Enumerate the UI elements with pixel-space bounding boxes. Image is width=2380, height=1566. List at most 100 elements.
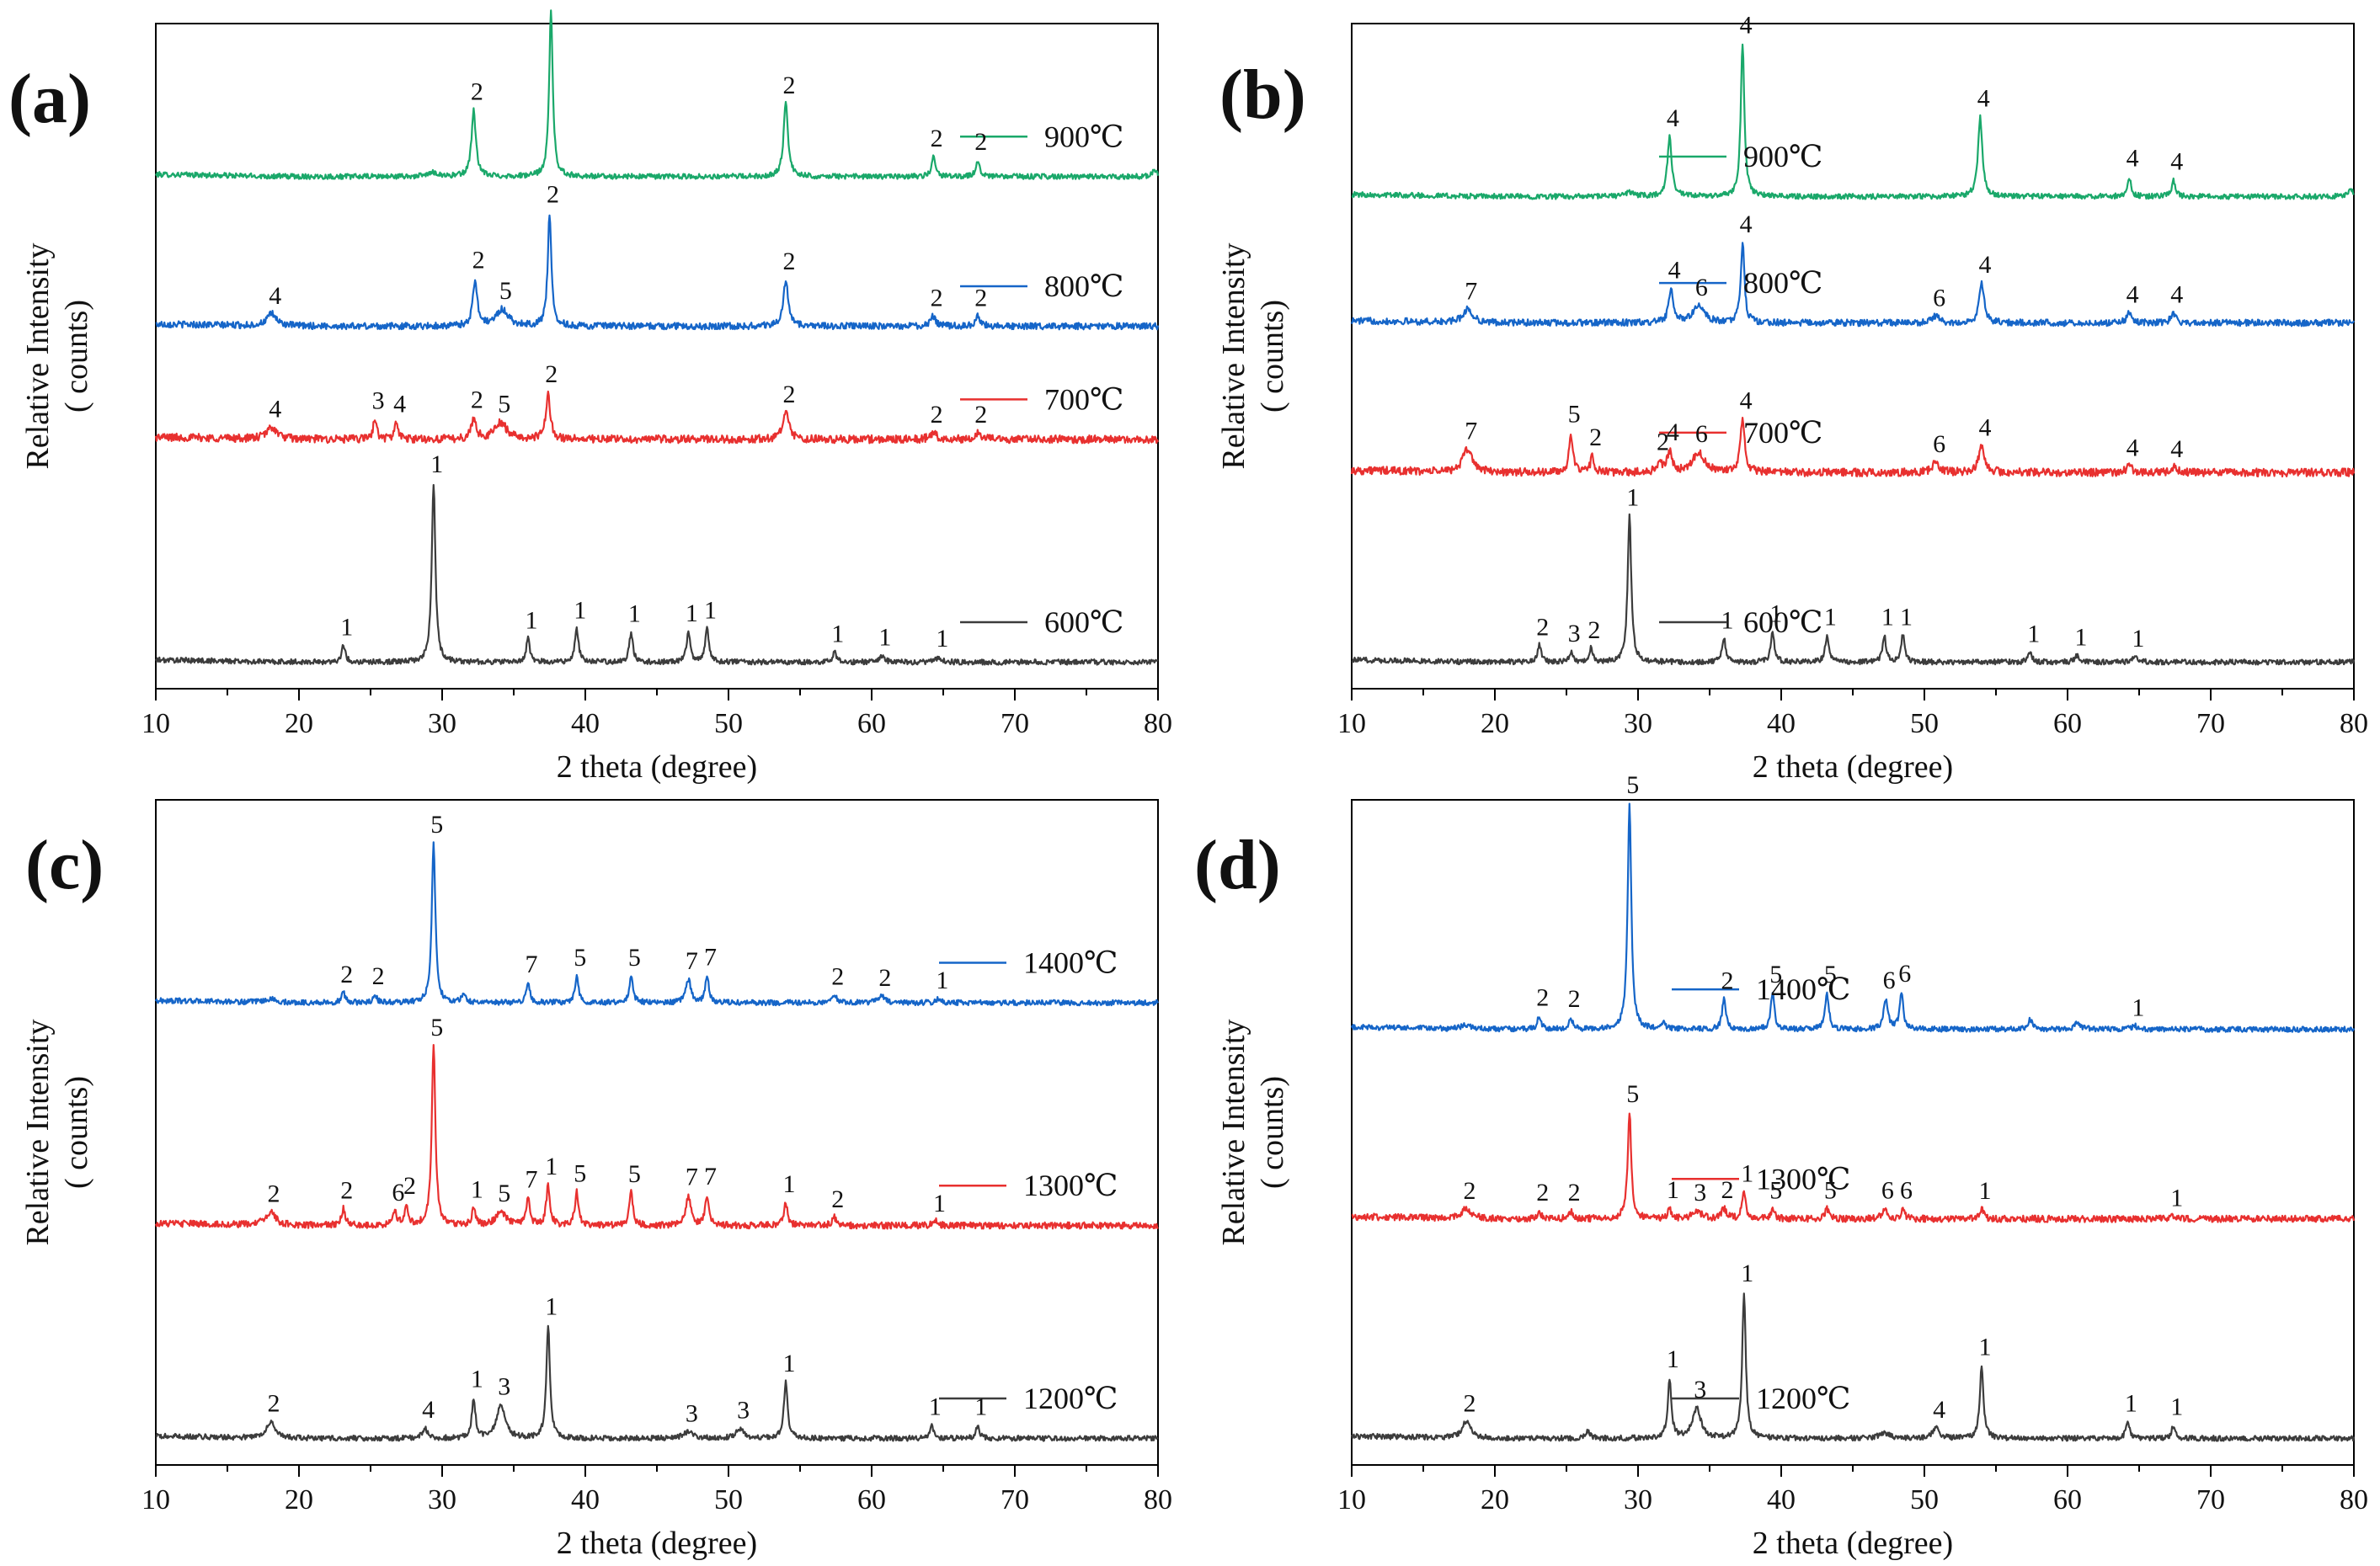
peak-label: 2 [1721,967,1734,995]
x-tick-label: 70 [1001,1484,1029,1515]
peak-label: 5 [1626,771,1639,799]
peak-label: 5 [1769,1177,1782,1205]
y-axis-subtitle: ( counts) [59,300,94,413]
y-axis-title: Relative Intensity [1216,1019,1251,1245]
legend-label: 1200℃ [1756,1382,1850,1415]
x-tick-label: 30 [428,708,456,739]
peak-label: 7 [526,1166,538,1194]
x-tick-label: 30 [428,1484,456,1515]
x-axis-title: 2 theta (degree) [557,1526,757,1561]
peak-label: 1 [1979,1177,1992,1205]
peak-label: 1 [1667,1176,1679,1204]
peak-label: 2 [931,401,943,429]
series-line [155,9,1160,180]
legend-label: 1300℃ [1756,1162,1850,1196]
peak-label: 3 [372,387,385,415]
legend-label: 600℃ [1044,605,1123,639]
panel-letter: (c) [25,826,104,904]
peak-label: 6 [392,1179,404,1206]
peak-label: 5 [1824,961,1837,988]
peak-label: 1 [2125,1390,2137,1418]
peak-label: 1 [2027,620,2040,647]
peak-label: 5 [628,1160,641,1188]
series-line [155,214,1160,331]
series-line [154,1044,1159,1230]
peak-label: 2 [548,0,561,6]
peak-label: 4 [2127,434,2139,461]
legend-label: 1400℃ [1023,946,1118,980]
peak-label: 1 [1900,603,1913,631]
peak-label: 2 [1657,429,1669,456]
x-tick-label: 80 [1144,708,1172,739]
peak-label: 2 [783,248,796,275]
series-line [1351,1112,2356,1223]
peak-label: 6 [1881,1177,1894,1205]
x-tick-label: 10 [1337,1484,1366,1515]
series-line [1350,802,2356,1033]
peak-label: 4 [1740,210,1753,238]
y-axis-subtitle: ( counts) [1255,300,1290,413]
peak-label: 2 [878,964,891,992]
legend-label: 1200℃ [1023,1382,1118,1415]
peak-label: 7 [1465,418,1477,445]
peak-label: 1 [783,1170,796,1198]
peak-label: 1 [1979,1333,1992,1361]
x-tick-label: 20 [285,708,313,739]
series-line [1351,43,2355,200]
peak-label: 5 [499,277,512,305]
peak-label: 2 [1536,983,1549,1011]
peak-label: 2 [340,1177,353,1205]
peak-label: 2 [1721,1176,1734,1204]
peak-label: 1 [545,1153,558,1180]
x-tick-label: 10 [141,708,170,739]
peak-label: 2 [268,1390,280,1418]
peak-label: 4 [1740,386,1753,414]
peak-label: 1 [2132,994,2144,1022]
peak-label: 5 [574,1160,586,1188]
peak-label: 1 [574,597,586,625]
peak-label: 4 [2170,281,2183,309]
series-line [155,483,1159,666]
series-line [1351,513,2356,666]
panel-c: 10 20 30 40 50 60 70 80 2 theta (degree) Relative… [20,799,1172,1561]
peak-label: 4 [1668,257,1681,285]
peak-label: 2 [547,181,559,209]
peak-label: 3 [1568,620,1581,647]
peak-label: 2 [1536,1179,1549,1206]
panel-letter: (a) [8,60,91,138]
x-tick-label: 40 [1767,1484,1796,1515]
peak-label: 2 [1464,1390,1476,1418]
x-tick-label: 50 [1910,1484,1939,1515]
series-line [155,1324,1159,1442]
peak-label: 4 [269,282,281,310]
peak-label: 6 [1898,960,1911,988]
peak-label: 4 [393,391,406,418]
peak-label: 1 [831,620,844,647]
peak-label: 5 [430,1014,443,1041]
peak-label: 2 [472,247,485,274]
peak-label: 1 [686,599,698,627]
y-axis-subtitle: ( counts) [1255,1076,1290,1189]
x-tick-label: 30 [1624,708,1652,739]
peak-label: 2 [1568,1179,1581,1206]
peak-label: 6 [1883,967,1896,994]
x-tick-label: 70 [2196,1484,2225,1515]
x-tick-label: 60 [857,708,886,739]
peak-label: 7 [686,1163,698,1190]
x-tick-label: 40 [571,1484,600,1515]
y-axis-subtitle: ( counts) [59,1076,94,1189]
peak-label: 4 [1977,85,1990,113]
series-line [154,390,1160,445]
peak-label: 1 [878,623,891,651]
x-tick-label: 80 [2340,708,2368,739]
peak-label: 2 [1588,616,1600,644]
series-line [1350,417,2356,478]
peak-label: 5 [1769,961,1782,988]
peak-label: 2 [974,128,987,156]
peak-label: 1 [936,625,948,652]
peak-label: 4 [1667,418,1679,446]
peak-label: 4 [2170,435,2183,463]
legend-label: 800℃ [1044,269,1123,303]
y-axis-title: Relative Intensity [20,242,56,469]
legend-label: 700℃ [1044,382,1123,416]
